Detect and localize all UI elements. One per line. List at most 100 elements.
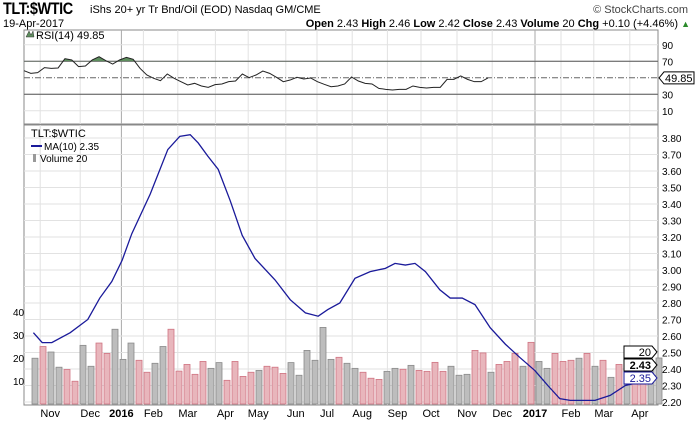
x-tick-label: Apr <box>217 408 234 420</box>
volume-bar <box>375 378 383 405</box>
open-label: Open <box>305 18 334 30</box>
volume-bar <box>191 373 199 405</box>
close-price-tag-box <box>623 358 658 372</box>
ma-current-tag: 2.35 <box>630 373 651 385</box>
volume-bar <box>231 361 239 405</box>
volume-bar <box>87 365 95 405</box>
volume-bar <box>599 359 607 405</box>
chart-description: iShs 20+ yr Tr Bnd/Oil (EOD) Nasdaq GM/C… <box>90 4 321 16</box>
low-value: 2.42 <box>438 18 460 30</box>
volume-bar <box>607 376 615 405</box>
x-tick-label: Nov <box>40 408 60 420</box>
rsi-y-tick: 90 <box>662 41 674 52</box>
volume-bar <box>271 366 279 405</box>
volume-bar <box>327 358 335 405</box>
volume-bar <box>319 327 327 405</box>
volume-bars <box>31 327 663 405</box>
x-tick-label: May <box>248 408 269 420</box>
volume-bar <box>175 370 183 405</box>
volume-bar <box>103 352 111 405</box>
volume-bar <box>447 365 455 405</box>
volume-bar <box>183 364 191 405</box>
chg-value: +0.10 (+4.46%) <box>602 18 679 30</box>
legend-volume: Volume 20 <box>40 154 88 165</box>
price-y-tick: 3.10 <box>662 250 682 261</box>
volume-current-tag: 20 <box>639 347 651 359</box>
volume-legend-swatch <box>33 154 36 162</box>
volume-bar <box>519 365 527 405</box>
volume-current-tag-box <box>623 345 658 359</box>
volume-y-tick: 10 <box>13 377 25 388</box>
volume-bar <box>359 371 367 405</box>
volume-bar <box>399 368 407 405</box>
volume-bar <box>591 365 599 405</box>
rsi-panel <box>23 30 489 91</box>
legend-symbol: TLT:$WTIC <box>31 128 86 140</box>
close-value: 2.43 <box>495 18 518 30</box>
volume-bar <box>367 377 375 405</box>
volume-bar <box>247 371 255 405</box>
volume-bar <box>31 357 39 405</box>
volume-bar <box>543 367 551 405</box>
volume-value: 20 <box>562 18 575 30</box>
volume-bar <box>343 362 351 405</box>
high-value: 2.46 <box>388 18 411 30</box>
rsi-y-tick: 30 <box>662 90 674 101</box>
rsi-grid <box>23 29 659 125</box>
price-y-tick: 2.40 <box>662 365 682 376</box>
volume-bar <box>119 358 127 405</box>
volume-bar <box>503 361 511 405</box>
volume-bar <box>615 364 623 405</box>
volume-bar <box>151 362 159 405</box>
rsi-current-tag: 49.85 <box>665 73 693 85</box>
brand-link[interactable]: © StockCharts.com <box>593 4 688 16</box>
price-y-tick: 3.50 <box>662 184 682 195</box>
x-tick-label: Dec <box>80 408 100 420</box>
ma10-line <box>32 134 654 402</box>
x-tick-label: Mar <box>594 408 613 420</box>
volume-bar <box>439 370 447 405</box>
volume-bar <box>423 370 431 405</box>
volume-bar <box>199 361 207 405</box>
volume-bar <box>351 367 359 405</box>
rsi-y-tick: 70 <box>662 57 674 68</box>
volume-bar <box>471 350 479 405</box>
close-label: Close <box>462 18 493 30</box>
volume-bar <box>263 365 271 405</box>
rsi-y-tick: 10 <box>662 107 674 118</box>
price-y-tick: 3.70 <box>662 151 682 162</box>
volume-bar <box>407 364 415 405</box>
volume-bar <box>335 356 343 405</box>
volume-bar <box>415 370 423 405</box>
price-y-tick: 3.30 <box>662 217 682 228</box>
x-tick-label: Jul <box>320 408 334 420</box>
high-label: High <box>361 18 386 30</box>
x-tick-label: 2017 <box>523 408 547 420</box>
volume-bar <box>111 328 119 405</box>
volume-bar <box>583 352 591 405</box>
chart-symbol: TLT:$WTIC <box>3 0 73 18</box>
x-tick-label: 2016 <box>109 408 133 420</box>
x-tick-label: Oct <box>422 408 439 420</box>
volume-bar <box>223 379 231 405</box>
x-tick-label: Sep <box>388 408 408 420</box>
price-y-tick: 2.50 <box>662 349 682 360</box>
legend-ma: MA(10) 2.35 <box>44 142 99 153</box>
volume-bar <box>535 361 543 405</box>
volume-bar <box>207 367 215 405</box>
volume-bar <box>575 357 583 405</box>
volume-y-tick: 30 <box>13 331 25 342</box>
x-tick-label: Feb <box>562 408 581 420</box>
volume-bar <box>159 346 167 405</box>
price-y-tick: 2.90 <box>662 283 682 294</box>
volume-bar <box>39 346 47 405</box>
volume-bar <box>303 350 311 405</box>
volume-bar <box>239 375 247 405</box>
chg-label: Chg <box>577 18 600 30</box>
volume-bar <box>551 352 559 405</box>
volume-bar <box>127 342 135 405</box>
price-y-tick: 2.80 <box>662 299 682 310</box>
x-tick-label: Nov <box>457 408 477 420</box>
volume-bar <box>295 374 303 405</box>
volume-bar <box>655 357 663 405</box>
